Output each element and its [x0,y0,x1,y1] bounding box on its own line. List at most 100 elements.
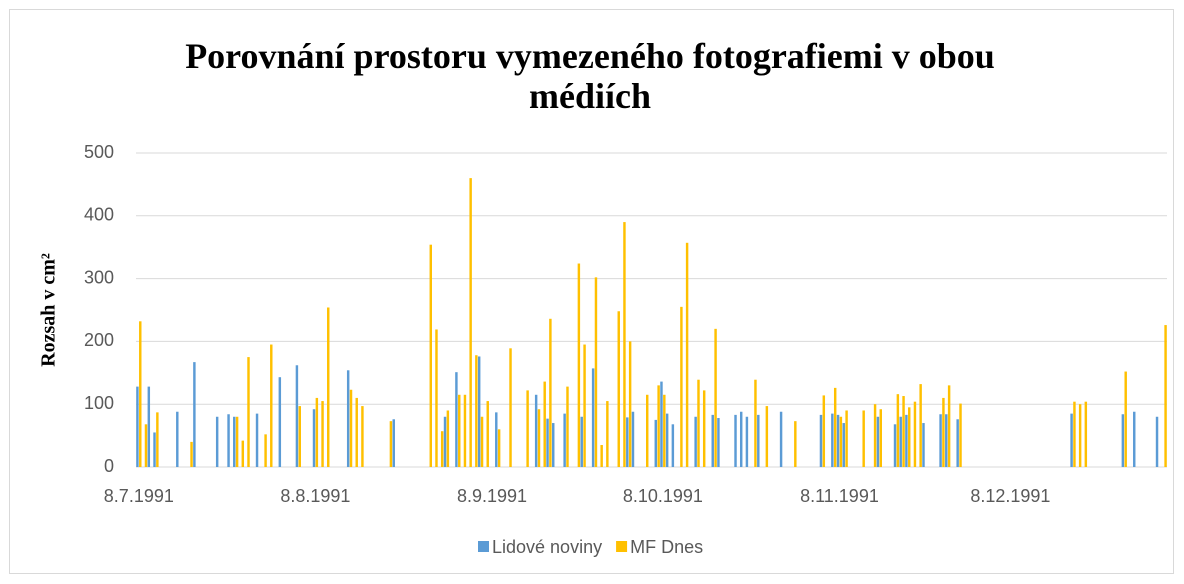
bar [671,424,675,467]
bar [1073,401,1076,467]
bar [734,414,737,467]
bar [902,396,905,467]
bar [247,357,250,467]
bar [879,409,882,467]
bar [660,381,663,467]
bar [480,416,484,467]
bar [278,377,282,467]
bar [270,344,273,467]
bar [896,394,900,467]
bar [346,370,350,467]
bar [1155,416,1159,467]
bar [591,368,595,467]
bar [389,421,393,467]
x-tick-label: 8.9.1991 [457,486,527,506]
bar [147,386,151,467]
bar [873,404,877,467]
bar [899,416,902,467]
bar [298,406,301,467]
bar [546,418,549,467]
legend-label: Lidové noviny [492,537,602,557]
bar [233,416,236,467]
bar [919,384,922,467]
bar [694,416,697,467]
bar [361,406,364,467]
bar [617,311,620,467]
chart-title: Porovnání prostoru vymezeného fotografie… [185,36,995,116]
x-tick-label: 8.10.1991 [623,486,703,506]
bar [623,222,626,467]
bar [534,394,538,467]
bar [945,414,948,467]
x-tick-label: 8.11.1991 [800,486,879,506]
y-tick-label: 100 [84,393,114,413]
bar [580,416,583,467]
bar [475,355,478,467]
x-tick-label: 8.8.1991 [280,486,350,506]
bar [153,432,156,467]
bar [295,365,299,467]
legend-label: MF Dnes [630,537,703,557]
bar [913,401,917,467]
y-tick-label: 500 [84,142,114,162]
x-tick-label: 8.12.1991 [970,486,1050,506]
bar [1124,371,1127,467]
bar [680,306,683,467]
bar [893,424,897,467]
bar [193,362,196,467]
bar [862,410,865,467]
y-tick-label: 200 [84,330,114,350]
bar [942,397,945,467]
bar [654,419,657,467]
bar [845,410,848,467]
chart-border [9,9,1174,574]
bar [697,379,700,467]
bar [549,318,552,467]
bar [908,407,911,467]
bar [757,414,760,467]
bar [822,395,826,467]
bar [1078,404,1082,467]
bar [327,307,330,467]
bar [831,413,834,467]
bar [626,417,629,467]
bar [526,390,529,467]
bar [355,397,358,467]
y-tick-label: 300 [84,267,114,287]
bar [455,372,458,467]
bar [315,397,319,467]
y-tick-label: 0 [104,456,114,476]
bar [469,178,472,467]
bar [714,328,717,467]
bar [765,406,769,467]
bar [959,403,962,467]
bar [215,416,219,467]
bar [754,379,757,467]
bar [947,385,951,467]
bar [839,416,843,467]
bar [842,423,845,467]
bar [685,242,689,467]
bar [745,416,749,467]
bar [594,277,598,467]
bar [235,416,239,467]
bar [646,394,649,467]
bar [663,394,666,467]
bar [1133,411,1136,467]
bar [606,401,609,467]
legend-swatch [478,541,489,552]
bar [264,434,267,467]
bar [139,321,142,467]
bar [939,414,942,467]
bar [794,421,797,467]
legend-swatch [616,541,628,552]
bar [905,414,908,467]
bar [321,401,324,467]
bar [1121,414,1125,467]
bar [312,409,316,467]
bar [702,390,706,467]
bar [458,394,461,467]
bar [429,244,433,467]
bar [463,394,467,467]
bar [136,386,139,467]
